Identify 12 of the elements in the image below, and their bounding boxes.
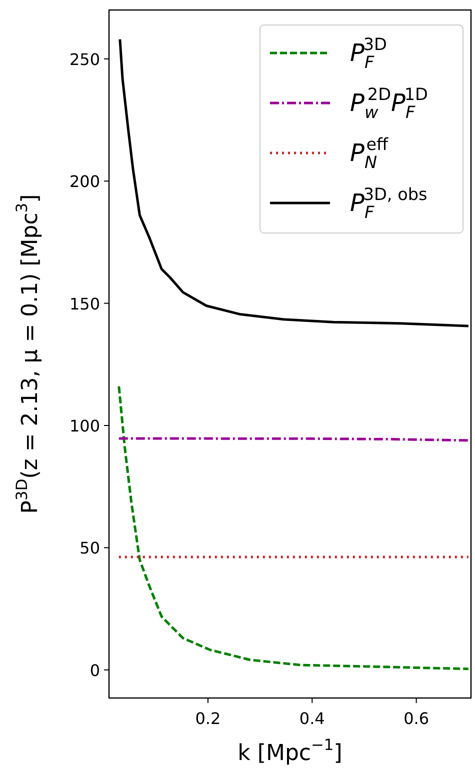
y-tick-label: 50 <box>80 538 100 558</box>
y-tick-label: 100 <box>69 416 100 436</box>
y-tick-label: 150 <box>69 294 100 314</box>
x-axis-title: k [Mpc$^{−1}$] <box>238 736 342 766</box>
y-tick-label: 0 <box>90 660 100 680</box>
x-tick-label: 0.2 <box>195 709 221 728</box>
line-series <box>118 385 470 670</box>
x-tick-label: 0.4 <box>299 709 325 728</box>
y-tick-label: 200 <box>69 172 100 192</box>
line-series <box>118 38 470 328</box>
y-tick-label: 250 <box>69 50 100 69</box>
x-tick-label: 0.6 <box>404 709 430 728</box>
